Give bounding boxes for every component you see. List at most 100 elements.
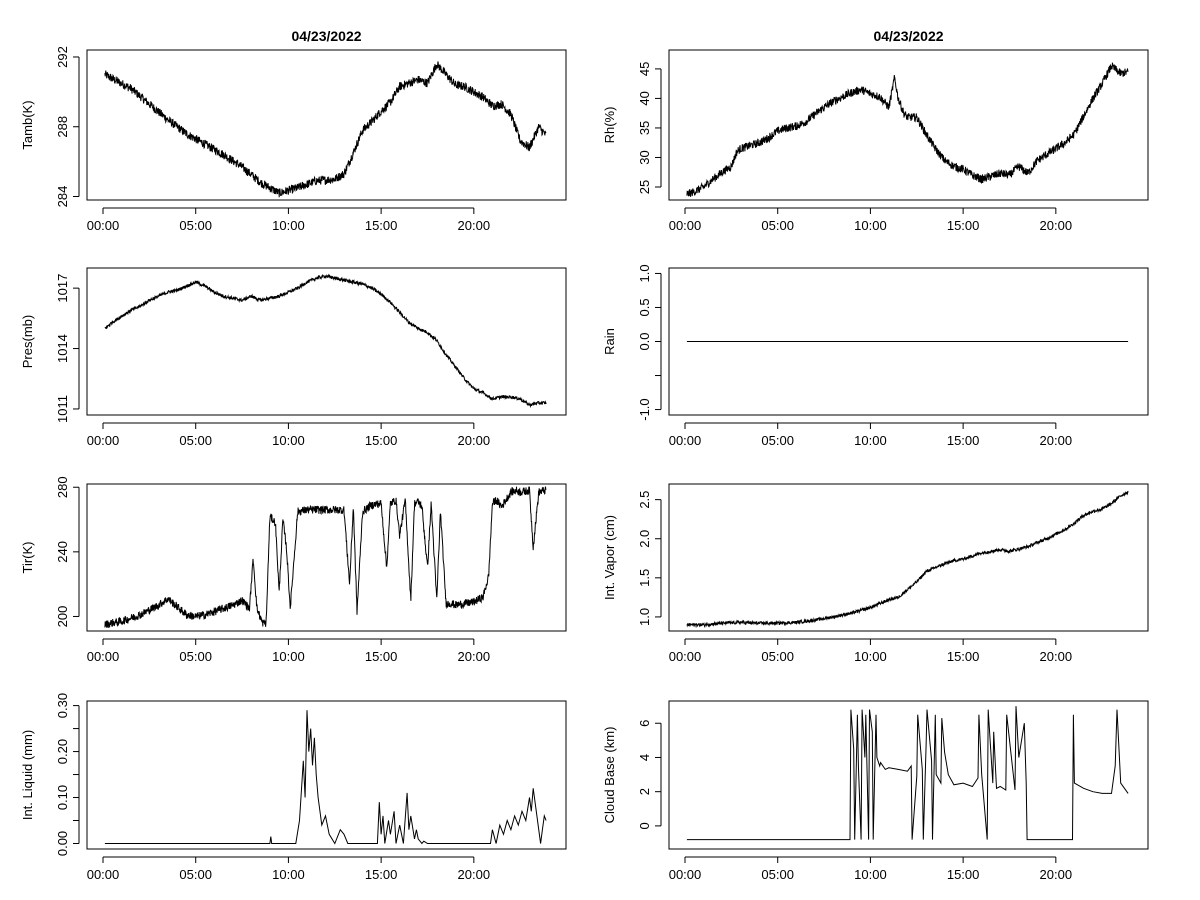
x-tick-label: 20:00 [1040, 218, 1073, 233]
y-axis-title: Cloud Base (km) [602, 727, 617, 824]
x-tick-label: 20:00 [458, 218, 491, 233]
chart-title: 04/23/2022 [873, 28, 943, 44]
y-tick-label: 1.5 [637, 569, 652, 587]
x-tick-label: 15:00 [947, 218, 980, 233]
y-tick-label: 40 [637, 91, 652, 105]
x-tick-label: 15:00 [365, 218, 398, 233]
chart-title: 04/23/2022 [291, 28, 361, 44]
x-tick-label: 00:00 [87, 433, 120, 448]
y-axis-title: Rh(%) [602, 107, 617, 144]
x-tick-label: 10:00 [854, 649, 887, 664]
y-axis-title: Int. Vapor (cm) [602, 515, 617, 600]
y-tick-label: 2.0 [637, 530, 652, 548]
x-tick-label: 10:00 [272, 218, 305, 233]
x-tick-label: 00:00 [669, 433, 702, 448]
series-line-pres-mb [104, 273, 547, 409]
y-tick-label: 4 [637, 754, 652, 761]
x-tick-label: 15:00 [365, 649, 398, 664]
y-tick-label: 292 [55, 46, 70, 68]
x-tick-label: 05:00 [179, 218, 212, 233]
panel-3: 00:00 05:00 10:00 15:00 20:00 -1.0 0.0 0.5 1.0 Ra… [602, 264, 1149, 448]
x-tick-label: 10:00 [854, 218, 887, 233]
y-tick-label: 1011 [55, 395, 70, 423]
y-tick-label: 0.0 [637, 332, 652, 350]
y-tick-label: -1.0 [637, 398, 652, 420]
y-tick-label: 45 [637, 62, 652, 76]
x-tick-label: 20:00 [1040, 433, 1073, 448]
y-tick-label: 0.10 [55, 785, 70, 810]
x-tick-label: 10:00 [854, 867, 887, 882]
panel-5: 00:00 05:00 10:00 15:00 20:00 1.0 1.5 2.0 2.5 Int… [602, 483, 1149, 664]
series-line-cloud-base-km [686, 706, 1129, 841]
series-line-int-liquid-mm [104, 710, 547, 845]
plot-frame [668, 483, 1149, 632]
plot-frame [86, 700, 567, 850]
x-tick-label: 00:00 [87, 649, 120, 664]
plot-frame [668, 49, 1149, 201]
x-tick-label: 00:00 [669, 649, 702, 664]
y-axis-title: Int. Liquid (mm) [20, 730, 35, 820]
y-tick-label: 1017 [55, 274, 70, 303]
x-tick-label: 00:00 [87, 218, 120, 233]
y-tick-label: 2 [637, 788, 652, 795]
y-axis-title: Rain [602, 328, 617, 355]
x-tick-label: 05:00 [761, 218, 794, 233]
series-line-int-vapor-cm [686, 490, 1129, 629]
y-axis-title: Pres(mb) [20, 315, 35, 368]
y-tick-label: 288 [55, 116, 70, 138]
x-tick-label: 05:00 [179, 433, 212, 448]
x-tick-label: 00:00 [669, 867, 702, 882]
y-tick-label: 0 [637, 822, 652, 829]
x-tick-label: 05:00 [179, 867, 212, 882]
x-tick-label: 00:00 [87, 867, 120, 882]
x-tick-label: 15:00 [947, 649, 980, 664]
x-tick-label: 20:00 [458, 433, 491, 448]
y-tick-label: 1.0 [637, 264, 652, 282]
x-tick-label: 15:00 [365, 433, 398, 448]
y-tick-label: 6 [637, 720, 652, 727]
y-tick-label: 35 [637, 121, 652, 135]
y-tick-label: 0.00 [55, 831, 70, 856]
y-tick-label: 200 [55, 606, 70, 628]
x-tick-label: 05:00 [761, 867, 794, 882]
x-tick-label: 15:00 [365, 867, 398, 882]
plot-frame [86, 49, 567, 201]
panel-1: 04/23/2022 00:00 05:00 10:00 15:00 20:00 25 30 3… [602, 28, 1149, 233]
x-tick-label: 15:00 [947, 867, 980, 882]
panel-7: 00:00 05:00 10:00 15:00 20:00 0 2 4 6 Cloud Base … [602, 700, 1149, 882]
plot-frame [86, 483, 567, 632]
y-tick-label: 25 [637, 180, 652, 194]
series-line-rh [686, 62, 1129, 197]
x-tick-label: 05:00 [761, 649, 794, 664]
y-axis-title: Tamb(K) [20, 100, 35, 149]
panel-2: 00:00 05:00 10:00 15:00 20:00 1011 1014 1017 Pre… [20, 267, 567, 448]
y-tick-label: 2.5 [637, 491, 652, 509]
y-tick-label: 30 [637, 150, 652, 164]
y-tick-label: 0.30 [55, 693, 70, 718]
x-tick-label: 20:00 [458, 867, 491, 882]
y-axis-title: Tir(K) [20, 541, 35, 573]
y-tick-label: 240 [55, 541, 70, 563]
x-tick-label: 15:00 [947, 433, 980, 448]
x-tick-label: 05:00 [761, 433, 794, 448]
x-tick-label: 20:00 [458, 649, 491, 664]
panel-4: 00:00 05:00 10:00 15:00 20:00 200 240 280 Tir(K) [20, 476, 567, 664]
x-tick-label: 00:00 [669, 218, 702, 233]
plot-frame [668, 700, 1149, 850]
y-tick-label: 1014 [55, 334, 70, 363]
x-tick-label: 10:00 [272, 433, 305, 448]
y-tick-label: 0.20 [55, 739, 70, 764]
series-line-tamb-k [104, 61, 547, 198]
plot-frame [668, 267, 1149, 416]
x-tick-label: 10:00 [854, 433, 887, 448]
plot-frame [86, 267, 567, 416]
y-tick-label: 0.5 [637, 298, 652, 316]
y-tick-label: 284 [55, 186, 70, 208]
series-line-tir-k [104, 486, 547, 628]
x-tick-label: 20:00 [1040, 649, 1073, 664]
x-tick-label: 10:00 [272, 867, 305, 882]
panel-0: 04/23/2022 00:00 05:00 10:00 15:00 20:00 284 28… [20, 28, 567, 233]
x-tick-label: 05:00 [179, 649, 212, 664]
y-tick-label: 1.0 [637, 608, 652, 626]
